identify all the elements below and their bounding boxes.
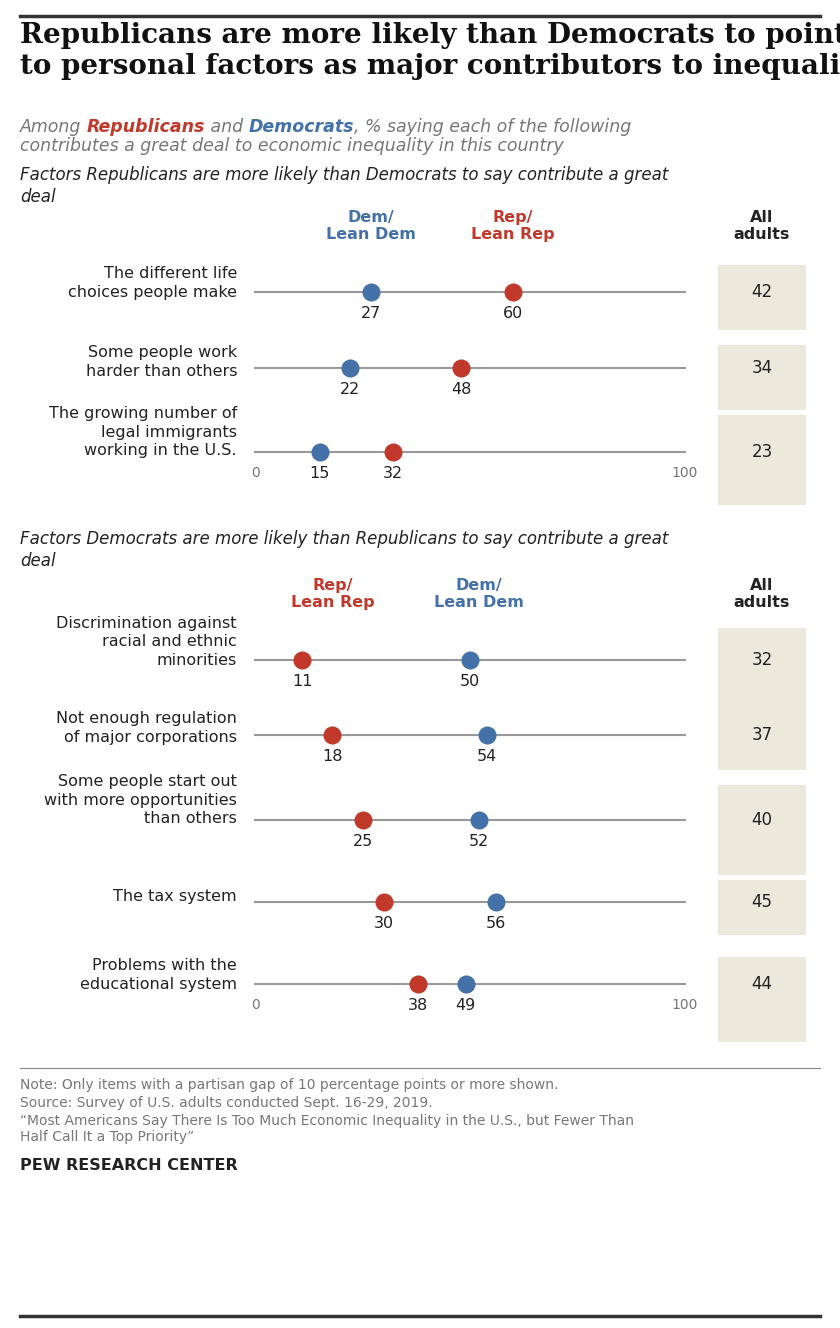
Text: 48: 48 <box>451 382 471 397</box>
Text: The growing number of
legal immigrants
working in the U.S.: The growing number of legal immigrants w… <box>49 406 237 458</box>
Text: Factors Democrats are more likely than Republicans to say contribute a great
dea: Factors Democrats are more likely than R… <box>20 530 669 570</box>
Text: 49: 49 <box>455 999 475 1013</box>
Bar <box>718 710 806 770</box>
Text: Dem/
Lean Dem: Dem/ Lean Dem <box>326 210 416 243</box>
Bar <box>718 957 806 1042</box>
Text: Among: Among <box>20 118 87 135</box>
Text: 22: 22 <box>339 382 360 397</box>
Text: 56: 56 <box>486 916 506 931</box>
Text: 23: 23 <box>751 444 773 461</box>
Text: 0: 0 <box>250 466 260 479</box>
Text: Democrats: Democrats <box>249 118 354 135</box>
Bar <box>718 785 806 875</box>
Text: 15: 15 <box>309 466 329 481</box>
Text: 38: 38 <box>408 999 428 1013</box>
Text: 25: 25 <box>352 834 373 849</box>
Text: , % saying each of the following: , % saying each of the following <box>354 118 632 135</box>
Text: Factors Republicans are more likely than Democrats to say contribute a great
dea: Factors Republicans are more likely than… <box>20 166 669 206</box>
Text: 100: 100 <box>672 999 698 1012</box>
Text: 0: 0 <box>250 999 260 1012</box>
Text: Dem/
Lean Dem: Dem/ Lean Dem <box>433 578 523 611</box>
Text: All
adults: All adults <box>734 210 790 243</box>
Text: 45: 45 <box>752 892 773 911</box>
Text: Some people start out
with more opportunities
than others: Some people start out with more opportun… <box>45 774 237 826</box>
Text: 40: 40 <box>752 811 773 829</box>
Text: The tax system: The tax system <box>113 890 237 904</box>
Text: PEW RESEARCH CENTER: PEW RESEARCH CENTER <box>20 1158 238 1173</box>
Text: 27: 27 <box>361 305 381 321</box>
Text: Note: Only items with a partisan gap of 10 percentage points or more shown.: Note: Only items with a partisan gap of … <box>20 1078 559 1092</box>
Text: “Most Americans Say There Is Too Much Economic Inequality in the U.S., but Fewer: “Most Americans Say There Is Too Much Ec… <box>20 1114 634 1145</box>
Text: 54: 54 <box>477 749 497 764</box>
Text: 37: 37 <box>752 726 773 744</box>
Text: 50: 50 <box>459 675 480 689</box>
Text: 60: 60 <box>503 305 523 321</box>
Bar <box>718 628 806 713</box>
Bar <box>718 880 806 935</box>
Text: and: and <box>205 118 249 135</box>
Text: Source: Survey of U.S. adults conducted Sept. 16-29, 2019.: Source: Survey of U.S. adults conducted … <box>20 1096 433 1110</box>
Text: 18: 18 <box>323 749 343 764</box>
Text: Some people work
harder than others: Some people work harder than others <box>86 345 237 378</box>
Text: 42: 42 <box>752 283 773 301</box>
Text: Rep/
Lean Rep: Rep/ Lean Rep <box>471 210 554 243</box>
Text: 100: 100 <box>672 466 698 479</box>
Text: Problems with the
educational system: Problems with the educational system <box>80 959 237 992</box>
Text: 32: 32 <box>382 466 402 481</box>
Text: Republicans are more likely than Democrats to point
to personal factors as major: Republicans are more likely than Democra… <box>20 23 840 80</box>
Text: contributes a great deal to economic inequality in this country: contributes a great deal to economic ine… <box>20 137 564 155</box>
Text: 34: 34 <box>752 359 773 377</box>
Text: 30: 30 <box>374 916 394 931</box>
Text: 32: 32 <box>751 651 773 669</box>
Text: All
adults: All adults <box>734 578 790 611</box>
Bar <box>718 345 806 410</box>
Text: Discrimination against
racial and ethnic
minorities: Discrimination against racial and ethnic… <box>56 616 237 668</box>
Text: Not enough regulation
of major corporations: Not enough regulation of major corporati… <box>56 712 237 745</box>
Text: The different life
choices people make: The different life choices people make <box>68 266 237 300</box>
Text: 11: 11 <box>292 675 312 689</box>
Bar <box>718 266 806 329</box>
Text: 44: 44 <box>752 975 773 993</box>
Text: 52: 52 <box>469 834 489 849</box>
Text: Republicans: Republicans <box>87 118 205 135</box>
Bar <box>718 414 806 505</box>
Text: Rep/
Lean Rep: Rep/ Lean Rep <box>291 578 374 611</box>
